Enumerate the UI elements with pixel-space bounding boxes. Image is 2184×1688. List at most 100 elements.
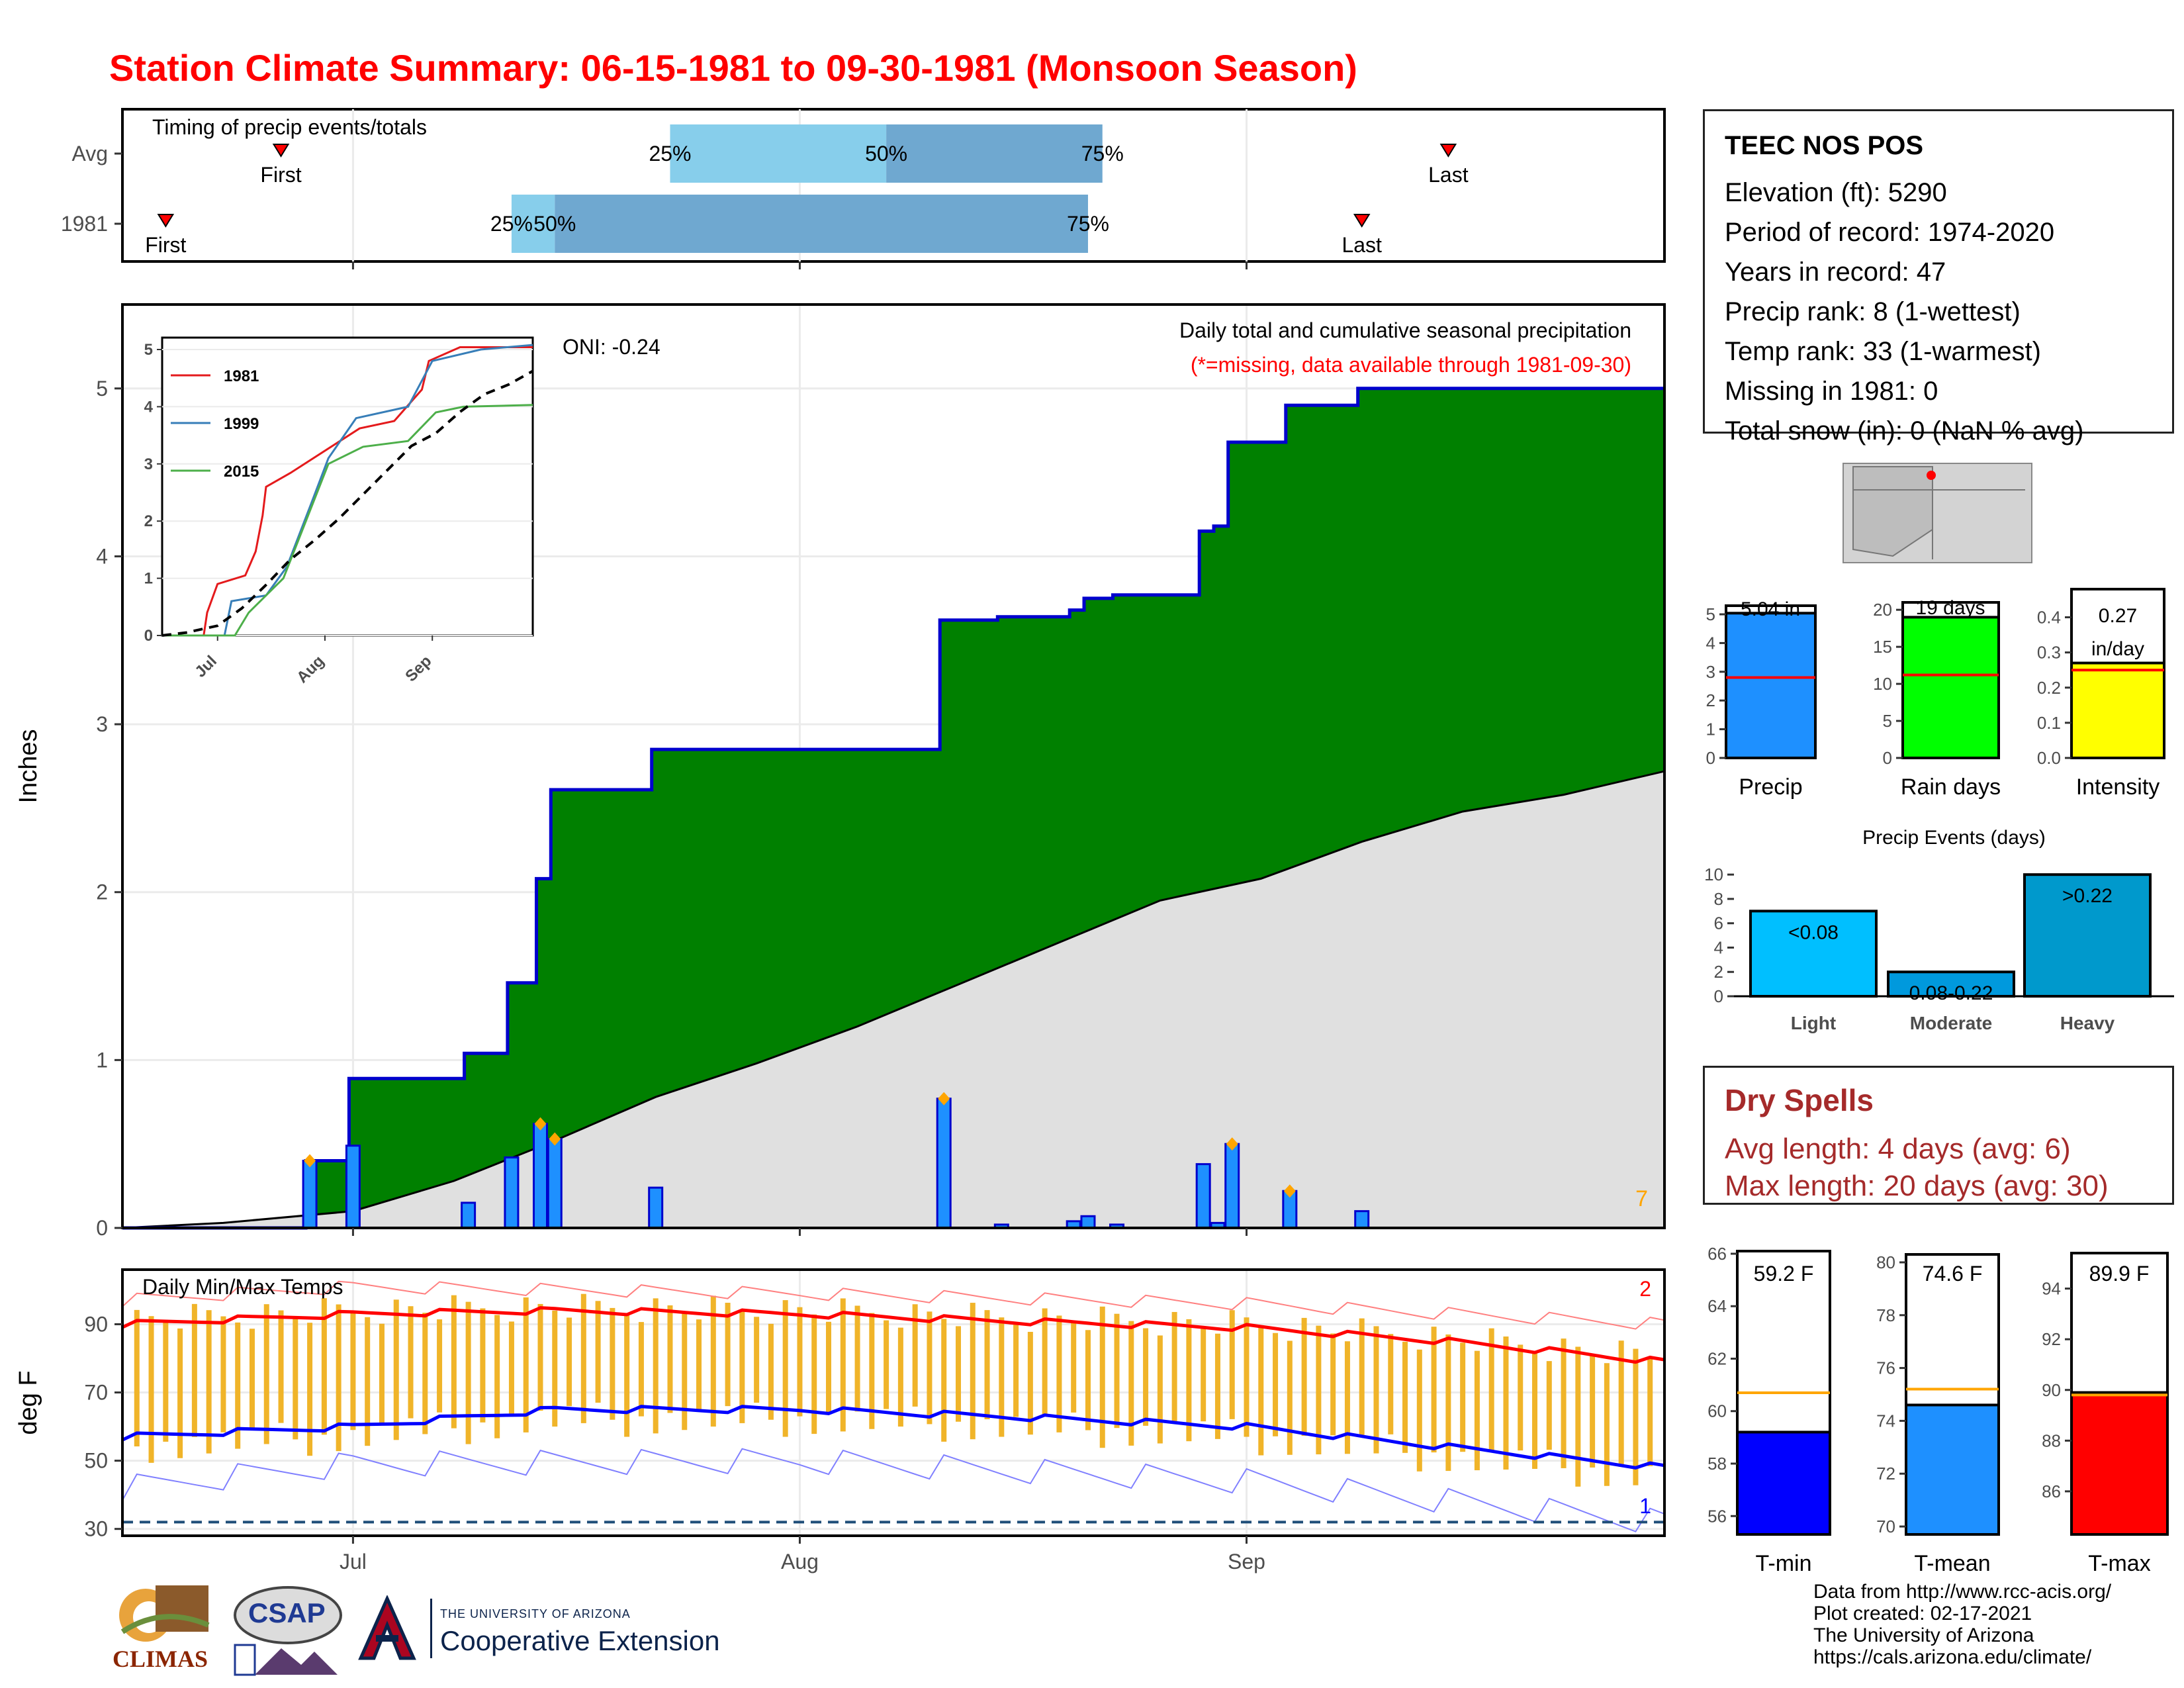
climas-logo-text: CLIMAS [113, 1646, 208, 1672]
events-y-tick-label: 6 [1714, 914, 1723, 933]
inset-frame [161, 336, 534, 637]
daily-precip-bar [1354, 1210, 1370, 1229]
dry-spells-box: Dry Spells Avg length: 4 days (avg: 6) M… [1703, 1066, 2174, 1205]
daily-temp-range-bar [999, 1317, 1005, 1437]
daily-temp-range-bar [984, 1310, 990, 1420]
daily-temp-range-bar [321, 1298, 327, 1435]
map-station-dot [1927, 471, 1936, 480]
daily-temp-range-bar [1214, 1333, 1220, 1439]
daily-precip-bar [547, 1138, 563, 1229]
precip-y-tick-label: 5 [96, 377, 108, 400]
daily-temp-range-bar [465, 1301, 471, 1444]
temp-min-y-tick-label: 56 [1707, 1506, 1727, 1526]
daily-temp-range-bar [1229, 1310, 1235, 1419]
daily-precip-bar [461, 1201, 477, 1229]
inset-y-tick-label: 5 [144, 341, 153, 359]
daily-temp-range-bar [422, 1313, 428, 1434]
daily-temp-range-bar [1157, 1335, 1163, 1444]
timing-row-label: Avg [71, 142, 108, 165]
daily-temp-range-bar [177, 1328, 183, 1458]
precip-chart-subtitle: (*=missing, data available through 1981-… [1191, 353, 1631, 377]
precip-frame [121, 303, 1666, 1229]
intensity-y-tick-label: 0.1 [2037, 713, 2061, 733]
daily-temp-range-bar [725, 1303, 731, 1407]
intensity-value-unit: in/day [2091, 638, 2144, 660]
events-bar-label: >0.22 [2062, 885, 2113, 907]
daily-temp-range-bar [912, 1304, 918, 1407]
rain-days-bar [1901, 616, 2000, 760]
timing-bar-50-75 [886, 124, 1103, 183]
precip-total-y-tick-label: 3 [1706, 662, 1715, 682]
dry-spells-avg: Avg length: 4 days (avg: 6) [1725, 1133, 2071, 1165]
daily-precip-bar [648, 1186, 664, 1229]
daily-temp-range-bar [1532, 1352, 1538, 1469]
csap-logo-text: CSAP [248, 1597, 326, 1628]
temp-min-y-tick-label: 60 [1707, 1401, 1727, 1421]
daily-temp-range-bar [941, 1319, 947, 1442]
daily-temp-range-bar [955, 1326, 961, 1422]
daily-temp-range-bar [1330, 1333, 1336, 1436]
avg-tmax-line [121, 1306, 1665, 1364]
precip-y-tick-label: 4 [96, 544, 108, 568]
timing-first-marker [272, 144, 290, 158]
daily-precip-bar [1195, 1163, 1211, 1229]
inset-series-line-2015 [162, 404, 533, 637]
daily-precip-bar [1224, 1143, 1240, 1229]
temp-mean-bar [1905, 1403, 2000, 1536]
temp-mean-y-tick-label: 70 [1876, 1517, 1895, 1536]
daily-temp-range-bar [1518, 1344, 1524, 1451]
intensity-y-tick-label: 0.0 [2037, 748, 2061, 768]
temp-max-bar [2070, 1391, 2169, 1536]
daily-temp-range-bar [782, 1300, 788, 1437]
daily-temp-range-bar [1431, 1327, 1437, 1453]
precip-total-y-tick-label: 5 [1706, 604, 1715, 624]
daily-temp-range-bar [1618, 1340, 1624, 1467]
temp-mean-label: T-mean [1914, 1551, 1990, 1576]
daily-temp-range-bar [739, 1309, 745, 1423]
temp-max-label: T-max [2088, 1551, 2150, 1576]
daily-precip-bar [504, 1156, 520, 1229]
temp-mean-y-tick-label: 74 [1876, 1411, 1895, 1430]
timing-last-marker [1353, 214, 1371, 228]
inset-y-tick-label: 2 [144, 512, 153, 530]
temp-corner-bottom: 1 [1639, 1494, 1651, 1518]
daily-temp-range-bar [350, 1310, 356, 1430]
temp-chart-title: Daily Min/Max Temps [142, 1275, 343, 1299]
temp-x-tick-label: Aug [781, 1550, 819, 1573]
station-years: Years in record: 47 [1725, 258, 1946, 287]
inset-series-line-1999 [162, 344, 533, 637]
ua-a-icon [358, 1594, 416, 1660]
csap-logo: CSAP [228, 1585, 347, 1678]
daily-precip-bar [1080, 1215, 1096, 1229]
daily-temp-range-bar [1013, 1325, 1019, 1417]
temp-max-y-tick-label: 94 [2042, 1279, 2061, 1299]
daily-temp-range-bar [1287, 1340, 1293, 1455]
daily-precip-marker [1283, 1184, 1296, 1198]
daily-temp-range-bar [1546, 1361, 1552, 1450]
daily-temp-range-bar [610, 1307, 615, 1420]
dry-spells-max: Max length: 20 days (avg: 30) [1725, 1170, 2109, 1202]
events-bar-light [1749, 910, 1878, 998]
events-y-tick-label: 10 [1704, 865, 1723, 884]
daily-temp-range-bar [869, 1313, 875, 1429]
credit-url: https://cals.arizona.edu/climate/ [1813, 1646, 2092, 1668]
avg-tmin-line [121, 1405, 1665, 1470]
daily-temp-range-bar [1604, 1363, 1610, 1486]
daily-temp-range-bar [1647, 1356, 1653, 1466]
inset-legend-label: 1999 [224, 415, 259, 433]
temp-y-axis-label: deg F [15, 1370, 42, 1434]
daily-temp-range-bar [451, 1295, 457, 1429]
daily-temp-range-bar [595, 1301, 601, 1403]
precip-y-tick-label: 0 [96, 1216, 108, 1240]
climas-logo-icon [119, 1585, 210, 1642]
timing-first-marker [157, 214, 175, 228]
daily-temp-range-bar [220, 1316, 226, 1432]
daily-precip-bar [345, 1145, 361, 1229]
daily-temp-range-bar [710, 1295, 716, 1427]
credit-plot-date: Plot created: 02-17-2021 [1813, 1603, 2032, 1624]
daily-temp-range-bar [191, 1303, 197, 1437]
daily-precip-marker [549, 1132, 561, 1146]
daily-precip-bar [302, 1160, 318, 1229]
precip-total-y-tick-label: 4 [1706, 633, 1715, 653]
station-period: Period of record: 1974-2020 [1725, 218, 2055, 247]
